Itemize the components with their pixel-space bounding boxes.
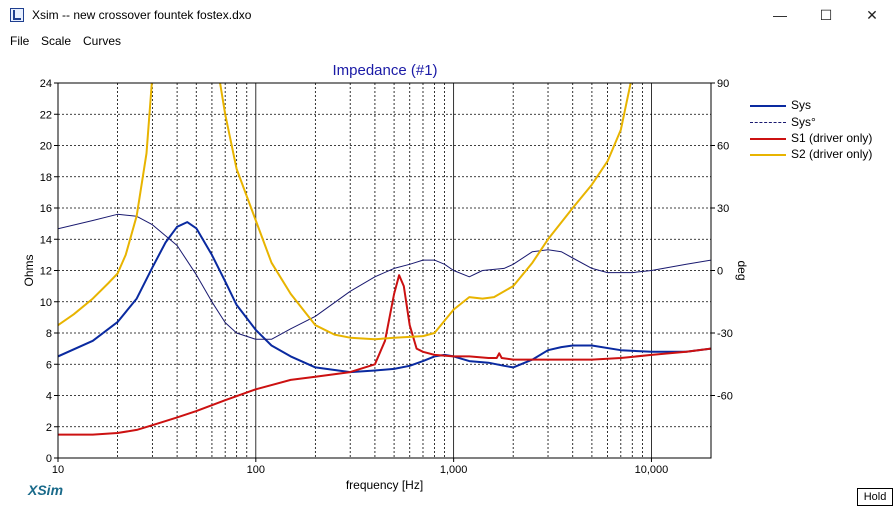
chart-title: Impedance (#1) [332,62,438,79]
legend-entry-s2: S2 (driver only) [750,147,890,163]
legend-swatch-sys-phase [750,122,786,123]
legend-label-s2: S2 (driver only) [791,147,873,161]
window-title: Xsim -- new crossover fountek fostex.dxo [32,8,252,22]
y-tick-label: 2 [46,422,52,434]
y2-tick-label: 30 [717,203,729,215]
legend-entry-sys-phase: Sys° [750,115,890,131]
y-tick-label: 6 [46,359,52,371]
legend-swatch-s2 [750,154,786,156]
title-bar: Xsim -- new crossover fountek fostex.dxo… [0,0,895,31]
menu-scale[interactable]: Scale [41,34,72,48]
xsim-brand-label: XSim [28,482,64,498]
y2-tick-label: -60 [717,391,733,403]
legend-entry-sys: Sys [750,98,890,114]
hold-button[interactable]: Hold [857,488,893,506]
y-tick-label: 22 [40,109,52,121]
legend-label-sys: Sys [791,98,812,112]
x-axis-label: frequency [Hz] [346,478,423,492]
y-axis-label: Ohms [22,254,36,286]
y-tick-label: 24 [40,78,52,90]
menu-file[interactable]: File [10,34,30,48]
y-tick-label: 10 [40,297,52,309]
x-tick-label: 10,000 [635,464,669,476]
maximize-button[interactable]: ☐ [819,7,833,23]
menu-bar: File Scale Curves [0,31,895,51]
app-icon [10,8,24,22]
y2-tick-label: 0 [717,266,723,278]
series-line-sys [58,221,711,374]
y-tick-label: 4 [46,391,52,403]
y-tick-label: 20 [40,141,52,153]
legend-swatch-sys [750,105,786,107]
minimize-button[interactable]: — [773,7,787,23]
legend-entry-s1: S1 (driver only) [750,131,890,147]
menu-curves[interactable]: Curves [83,34,122,48]
y-tick-label: 16 [40,203,52,215]
legend-swatch-s1 [750,138,786,140]
y-tick-label: 18 [40,172,52,184]
y-tick-label: 14 [40,234,52,246]
y2-tick-label: 90 [717,78,729,90]
y-tick-label: 8 [46,328,52,340]
close-button[interactable]: ✕ [866,7,878,23]
legend-label-s1: S1 (driver only) [791,131,873,145]
y2-tick-label: -30 [717,328,733,340]
y2-tick-label: 60 [717,141,729,153]
series-line-s2-driver-only [58,83,632,341]
y-tick-label: 0 [46,453,52,465]
x-tick-label: 100 [247,464,265,476]
x-tick-label: 1,000 [440,464,468,476]
x-tick-label: 10 [52,464,64,476]
y-tick-label: 12 [40,266,52,278]
legend-label-sys-phase: Sys° [791,115,816,129]
series-line-sys-phase [58,213,711,340]
series-line-s1-driver-only [58,274,711,436]
y2-axis-label: deg [735,260,749,280]
